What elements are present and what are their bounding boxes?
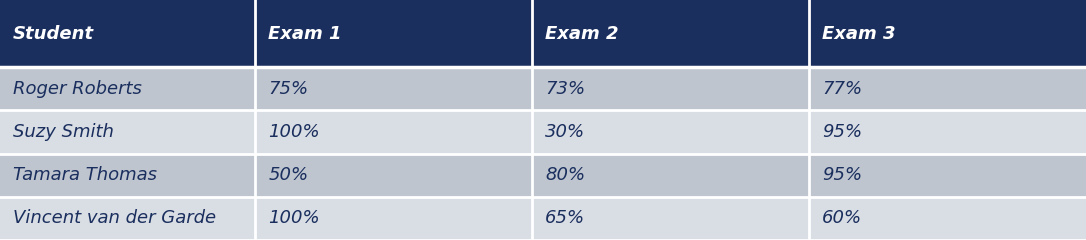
Text: 80%: 80% [545,166,585,184]
Text: Exam 3: Exam 3 [822,25,896,43]
FancyBboxPatch shape [255,197,532,240]
FancyBboxPatch shape [255,67,532,110]
Text: Student: Student [13,25,94,43]
Text: Suzy Smith: Suzy Smith [13,123,114,141]
FancyBboxPatch shape [0,0,255,67]
FancyBboxPatch shape [809,0,1086,67]
FancyBboxPatch shape [255,0,532,67]
Text: Exam 2: Exam 2 [545,25,619,43]
Text: 95%: 95% [822,123,862,141]
FancyBboxPatch shape [0,197,255,240]
FancyBboxPatch shape [0,154,255,197]
Text: 77%: 77% [822,80,862,98]
FancyBboxPatch shape [0,67,255,110]
FancyBboxPatch shape [255,154,532,197]
Text: Tamara Thomas: Tamara Thomas [13,166,157,184]
Text: Vincent van der Garde: Vincent van der Garde [13,209,216,228]
FancyBboxPatch shape [255,110,532,154]
FancyBboxPatch shape [0,110,255,154]
FancyBboxPatch shape [532,110,809,154]
FancyBboxPatch shape [809,154,1086,197]
FancyBboxPatch shape [809,197,1086,240]
Text: 50%: 50% [268,166,308,184]
FancyBboxPatch shape [532,67,809,110]
Text: 95%: 95% [822,166,862,184]
FancyBboxPatch shape [532,0,809,67]
FancyBboxPatch shape [809,67,1086,110]
Text: 60%: 60% [822,209,862,228]
FancyBboxPatch shape [532,154,809,197]
Text: 30%: 30% [545,123,585,141]
Text: 75%: 75% [268,80,308,98]
FancyBboxPatch shape [809,110,1086,154]
Text: 100%: 100% [268,209,320,228]
Text: 65%: 65% [545,209,585,228]
Text: Roger Roberts: Roger Roberts [13,80,142,98]
Text: Exam 1: Exam 1 [268,25,342,43]
Text: 73%: 73% [545,80,585,98]
FancyBboxPatch shape [532,197,809,240]
Text: 100%: 100% [268,123,320,141]
